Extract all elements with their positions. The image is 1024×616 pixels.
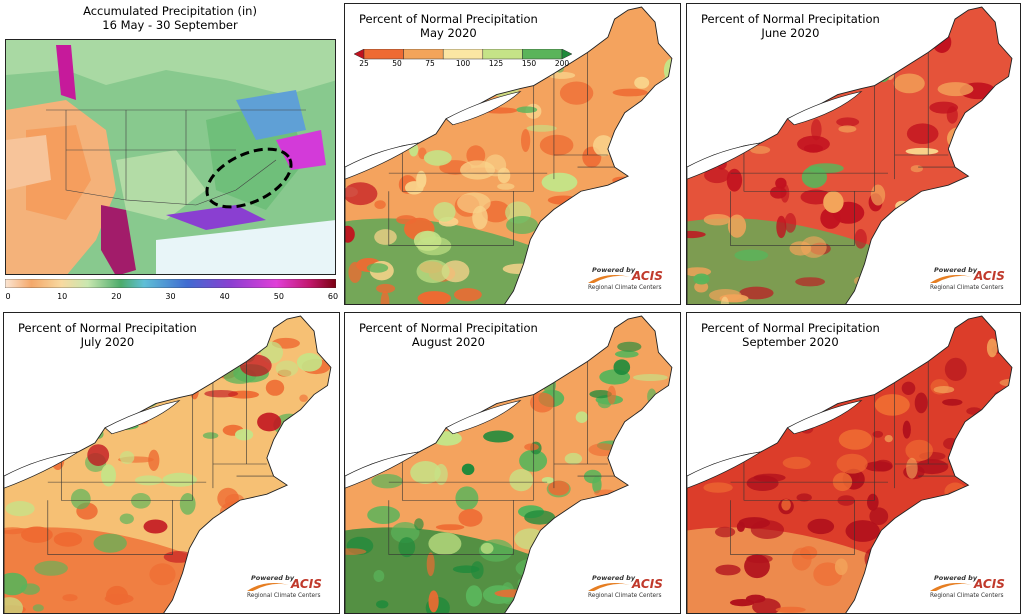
acis-name: ACIS [632, 577, 663, 591]
legend-tick: 25 [359, 59, 369, 68]
legend-swatch [353, 48, 365, 60]
acis-subtitle: Regional Climate Centers [247, 593, 321, 599]
august-map [345, 315, 673, 613]
july-map [4, 315, 332, 613]
legend-tick: 75 [425, 59, 435, 68]
august-title: Percent of Normal Precipitation August 2… [359, 321, 538, 349]
legend-swatch [522, 48, 563, 60]
acis-logo-may: Powered by ACIS Regional Climate Centers [586, 266, 676, 296]
percent-legend: 25 50 75 100 125 150 200 [353, 46, 573, 72]
overview-colorbar-tick: 30 [165, 292, 176, 301]
acis-logo-august: Powered by ACIS Regional Climate Centers [586, 574, 676, 604]
acis-swoosh-icon [247, 583, 289, 591]
july-title: Percent of Normal Precipitation July 202… [18, 321, 197, 349]
may-title-line1: Percent of Normal Precipitation [359, 12, 538, 26]
acis-swoosh-icon [930, 275, 972, 283]
july-title-line2: July 2020 [80, 335, 135, 349]
acis-name: ACIS [291, 577, 322, 591]
acis-subtitle: Regional Climate Centers [588, 593, 662, 599]
acis-powered-by: Powered by [592, 574, 636, 582]
acis-subtitle: Regional Climate Centers [588, 285, 662, 291]
september-title: Percent of Normal Precipitation Septembe… [701, 321, 880, 349]
august-title-line1: Percent of Normal Precipitation [359, 321, 538, 335]
september-title-line2: September 2020 [742, 335, 839, 349]
percent-legend-ticks: 25 50 75 100 125 150 200 [354, 59, 572, 71]
acis-subtitle: Regional Climate Centers [930, 593, 1004, 599]
may-title-line2: May 2020 [420, 26, 477, 40]
acis-powered-by: Powered by [251, 574, 295, 582]
acis-logo-june: Powered by ACIS Regional Climate Centers [928, 266, 1018, 296]
panel-september: Percent of Normal Precipitation Septembe… [686, 312, 1021, 614]
overview-colorbar-tick: 40 [219, 292, 230, 301]
acis-name: ACIS [974, 269, 1005, 283]
panel-july: Percent of Normal Precipitation July 202… [3, 312, 340, 614]
acis-subtitle: Regional Climate Centers [930, 285, 1004, 291]
panel-august: Percent of Normal Precipitation August 2… [344, 312, 681, 614]
overview-colorbar-tick: 0 [5, 292, 11, 301]
overview-title: Accumulated Precipitation (in) 16 May - … [0, 4, 340, 32]
june-title-line1: Percent of Normal Precipitation [701, 12, 880, 26]
acis-logo-september: Powered by ACIS Regional Climate Centers [928, 574, 1018, 604]
acis-swoosh-icon [930, 583, 972, 591]
overview-colorbar [5, 279, 336, 288]
august-title-line2: August 2020 [411, 335, 485, 349]
september-map [687, 315, 1013, 613]
legend-swatch [482, 48, 523, 60]
legend-tick: 200 [554, 59, 570, 68]
acis-swoosh-icon [588, 583, 630, 591]
acis-swoosh-icon [588, 275, 630, 283]
percent-legend-bar [353, 48, 573, 60]
overview-map [5, 39, 336, 275]
legend-swatch [442, 48, 484, 60]
acis-name: ACIS [974, 577, 1005, 591]
panel-june: Percent of Normal Precipitation June 202… [686, 3, 1021, 305]
overview-title-line1: Accumulated Precipitation (in) [83, 4, 257, 18]
overview-colorbar-ticks: 0 10 20 30 40 50 60 [5, 292, 338, 302]
legend-swatch [403, 48, 444, 60]
july-title-line1: Percent of Normal Precipitation [18, 321, 197, 335]
acis-logo-july: Powered by ACIS Regional Climate Centers [245, 574, 335, 604]
september-title-line1: Percent of Normal Precipitation [701, 321, 880, 335]
legend-swatch [561, 48, 573, 60]
may-title: Percent of Normal Precipitation May 2020 [359, 12, 538, 40]
overview-colorbar-tick: 50 [273, 292, 284, 301]
legend-tick: 100 [455, 59, 471, 68]
overview-colorbar-tick: 20 [111, 292, 122, 301]
june-title: Percent of Normal Precipitation June 202… [701, 12, 880, 40]
overview-colorbar-tick: 10 [57, 292, 68, 301]
legend-swatch [363, 48, 404, 60]
june-map [687, 6, 1013, 304]
acis-powered-by: Powered by [934, 266, 978, 274]
acis-name: ACIS [632, 269, 663, 283]
legend-tick: 125 [488, 59, 504, 68]
overview-map-svg [6, 40, 335, 274]
acis-powered-by: Powered by [934, 574, 978, 582]
overview-colorbar-tick: 60 [327, 292, 339, 301]
legend-tick: 50 [392, 59, 402, 68]
overview-title-line2: 16 May - 30 September [102, 18, 238, 32]
june-title-line2: June 2020 [761, 26, 820, 40]
acis-powered-by: Powered by [592, 266, 636, 274]
legend-tick: 150 [521, 59, 537, 68]
